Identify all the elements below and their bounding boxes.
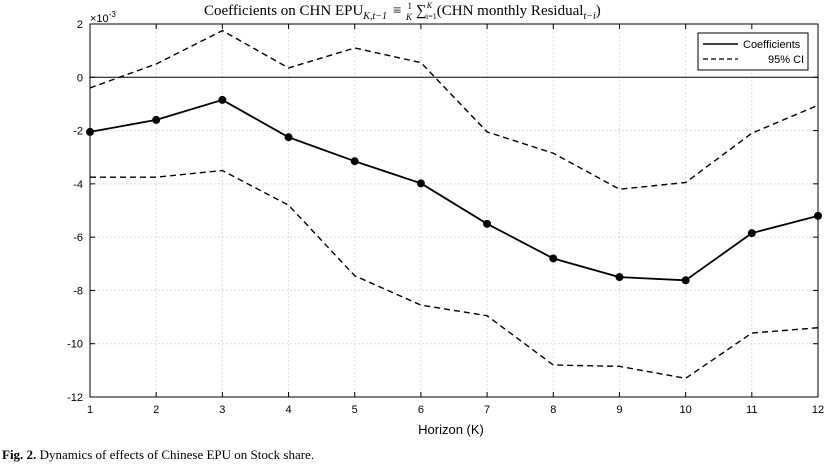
y-tick-label: -2 <box>73 126 83 138</box>
data-point <box>681 276 690 285</box>
series-line-coefficients <box>89 99 819 282</box>
data-point <box>284 133 293 142</box>
legend-label-ci: 95% CI <box>768 54 804 66</box>
data-point <box>549 254 558 263</box>
grid-layer <box>89 23 819 398</box>
legend: Coefficients 95% CI <box>697 32 809 71</box>
y-tick-label: 2 <box>77 19 83 31</box>
data-point <box>483 219 492 228</box>
data-point <box>152 115 161 124</box>
y-tick-label: 0 <box>77 72 83 84</box>
y-tick-label: -4 <box>73 179 83 191</box>
legend-box <box>697 32 809 71</box>
data-point <box>350 157 359 166</box>
x-tick-label: 8 <box>550 404 556 416</box>
y-tick-label: -8 <box>73 285 83 297</box>
data-point <box>814 211 822 220</box>
x-axis-label: Horizon (K) <box>418 422 484 437</box>
y-multiplier-label: ×10-3 <box>90 10 116 25</box>
y-tick-label: -6 <box>73 232 83 244</box>
x-tick-label: 4 <box>285 404 291 416</box>
chart-title: Coefficients on CHN EPUK,t−1 ≡ 1 K ∑K i=1(CHN… <box>204 1 601 22</box>
y-tick-label: -10 <box>67 339 83 351</box>
x-tick-label: 5 <box>352 404 358 416</box>
data-point <box>747 229 756 238</box>
y-tick-label: -12 <box>67 392 83 404</box>
x-tick-label: 12 <box>812 404 824 416</box>
x-tick-label: 10 <box>680 404 692 416</box>
series-layer <box>86 29 822 380</box>
data-point <box>86 127 94 136</box>
caption-text: Dynamics of effects of Chinese EPU on St… <box>36 447 315 462</box>
data-point <box>218 95 227 104</box>
x-tick-label: 6 <box>418 404 424 416</box>
legend-label-coefficients: Coefficients <box>743 39 801 51</box>
x-tick-label: 11 <box>746 404 757 416</box>
series-line-ci-lower <box>90 169 819 380</box>
series-line-ci-upper <box>89 29 819 190</box>
x-tick-label: 1 <box>87 404 93 416</box>
x-tick-label: 7 <box>484 404 490 416</box>
plot-frame <box>89 23 819 398</box>
x-tick-label: 3 <box>219 404 225 416</box>
figure-number: Fig. 2. <box>2 447 37 462</box>
data-point <box>416 179 425 188</box>
data-point <box>615 273 624 282</box>
x-tick-label: 2 <box>153 404 159 416</box>
figure-caption: Fig. 2. Dynamics of effects of Chinese E… <box>2 447 314 463</box>
x-tick-label: 9 <box>616 404 622 416</box>
